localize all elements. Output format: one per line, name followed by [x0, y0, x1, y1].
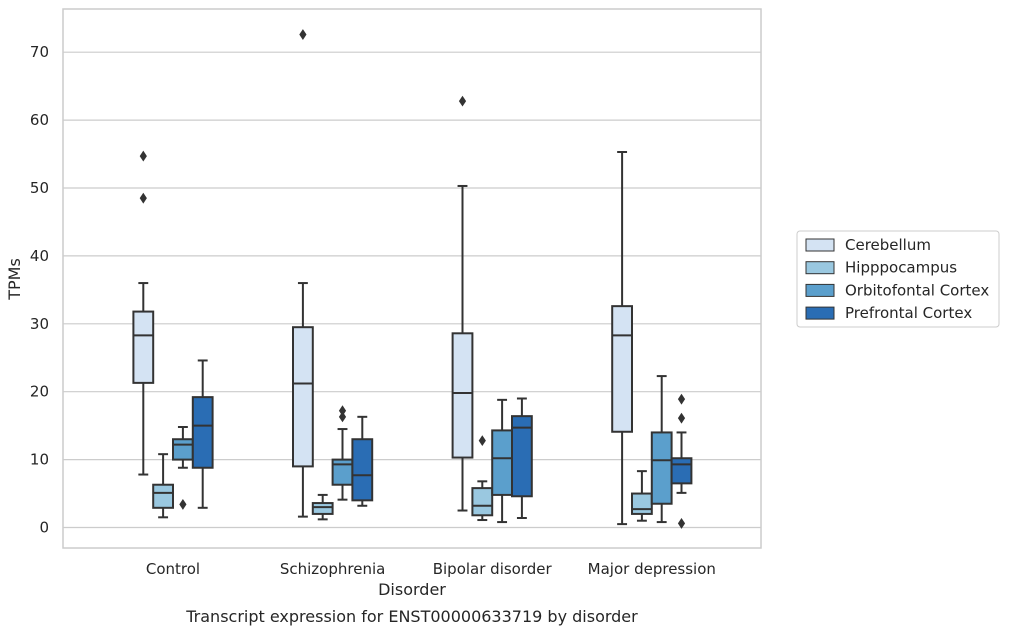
outlier-point: [139, 192, 147, 204]
box-orbitofontal-cortex: [331, 405, 354, 501]
box-hipppocampus: [152, 453, 174, 519]
box-hipppocampus: [471, 435, 494, 522]
box-iqr: [451, 332, 474, 459]
y-tick-label: 0: [39, 519, 49, 537]
box-iqr: [311, 502, 334, 515]
outlier-point: [338, 411, 347, 423]
outlier-point: [338, 405, 347, 417]
y-tick-label: 10: [30, 451, 49, 469]
legend-frame: [796, 230, 1000, 328]
y-tick-label: 50: [30, 179, 49, 197]
box-iqr: [191, 396, 214, 469]
box-iqr: [650, 431, 673, 505]
outlier-point: [677, 412, 686, 424]
box-orbitofontal-cortex: [172, 426, 194, 510]
outlier-point: [179, 499, 187, 510]
box-prefrontal-cortex: [191, 359, 214, 509]
x-axis-label: Disorder: [378, 580, 446, 599]
legend-swatch: [805, 283, 835, 297]
box-prefrontal-cortex: [511, 397, 533, 519]
box-prefrontal-cortex: [670, 393, 693, 529]
box-cerebellum: [451, 95, 474, 512]
plot-frame: [62, 8, 762, 549]
y-axis-label: TPMs: [5, 258, 24, 301]
box-hipppocampus: [631, 470, 653, 522]
y-axis-ticks: 0 10 20 30 40 50 60 70: [30, 43, 49, 536]
box-iqr: [351, 438, 374, 502]
y-tick-label: 30: [30, 315, 49, 333]
box-orbitofontal-cortex: [491, 398, 514, 524]
outlier-point: [458, 95, 467, 107]
box-iqr: [631, 492, 653, 515]
x-axis-ticks: Control Schizophrenia Bipolar disorder Majo…: [146, 560, 716, 578]
y-tick-label: 40: [30, 247, 49, 265]
box-cerebellum: [132, 150, 155, 476]
legend: Cerebellum Hipppocampus Orbitofontal Corte…: [796, 230, 1000, 328]
y-tick-label: 70: [30, 43, 49, 61]
box-iqr: [611, 305, 634, 433]
box-iqr: [292, 326, 314, 468]
legend-label: Hipppocampus: [845, 259, 957, 277]
legend-label: Orbitofontal Cortex: [845, 281, 989, 299]
legend-swatch: [805, 238, 835, 252]
outlier-point: [478, 435, 486, 446]
box-cerebellum: [611, 151, 634, 526]
x-tick-label: Bipolar disorder: [433, 560, 553, 578]
x-tick-label: Schizophrenia: [280, 560, 385, 578]
outlier-point: [677, 518, 686, 529]
box-orbitofontal-cortex: [650, 375, 673, 524]
box-iqr: [670, 457, 693, 485]
box-iqr: [511, 415, 533, 498]
x-tick-label: Control: [146, 560, 200, 578]
figure-caption: Transcript expression for ENST0000063371…: [185, 607, 638, 626]
y-tick-label: 20: [30, 383, 49, 401]
box-iqr: [172, 438, 194, 461]
outlier-point: [299, 29, 307, 40]
legend-label: Prefrontal Cortex: [845, 304, 972, 322]
box-hipppocampus: [311, 493, 334, 521]
legend-label: Cerebellum: [845, 236, 931, 254]
box-series: [132, 29, 693, 529]
box-cerebellum: [292, 29, 314, 518]
box-iqr: [152, 483, 174, 509]
x-tick-label: Major depression: [588, 560, 716, 578]
legend-swatch: [805, 261, 835, 275]
box-prefrontal-cortex: [351, 415, 374, 507]
box-iqr: [491, 429, 514, 496]
y-tick-label: 60: [30, 111, 49, 129]
outlier-point: [677, 393, 686, 405]
legend-swatch: [805, 306, 835, 320]
box-iqr: [471, 487, 494, 517]
box-iqr: [132, 310, 155, 384]
outlier-point: [139, 150, 147, 162]
